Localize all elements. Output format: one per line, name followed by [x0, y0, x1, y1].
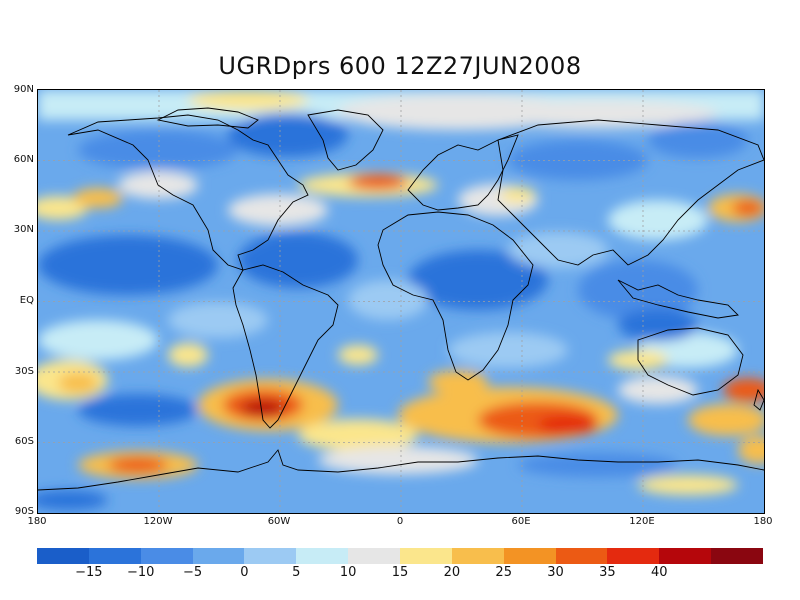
colorbar-swatch [451, 548, 505, 564]
asia-coast [497, 119, 764, 266]
lon-label-0: 0 [396, 516, 404, 527]
lon-label-120w: 120W [143, 516, 173, 527]
colorbar-swatch [659, 548, 712, 564]
colorbar-swatch [607, 548, 660, 564]
colorbar-tick-label: 15 [391, 565, 409, 580]
new-zealand-coast [753, 388, 764, 411]
colorbar-swatch [400, 548, 453, 564]
colorbar-tick-label: 20 [443, 565, 461, 580]
greenland-coast [307, 109, 384, 171]
colorbar-swatch [37, 548, 90, 564]
colorbar-swatch [503, 548, 557, 564]
colorbar-swatch [140, 548, 194, 564]
lon-label-180e: 180 [753, 516, 773, 527]
wind-map-frame [37, 89, 765, 514]
maritime-islands-coast [617, 279, 739, 319]
colorbar-tick-label: −10 [126, 565, 155, 580]
map-title: UGRDprs 600 12Z27JUN2008 [218, 52, 582, 80]
lat-label-30s: 30S [14, 366, 34, 377]
wind-field-map [38, 90, 764, 513]
australia-coast [637, 327, 744, 396]
lat-label-60s: 60S [14, 436, 34, 447]
colorbar-tick-label: 40 [651, 565, 668, 580]
antarctica-coast [38, 449, 764, 491]
colorbar-tick-label: −5 [182, 565, 203, 580]
lon-label-60w: 60W [267, 516, 291, 527]
europe-coast [407, 134, 519, 211]
colorbar-swatch [711, 548, 764, 564]
lon-label-60e: 60E [511, 516, 531, 527]
lat-label-90s: 90S [14, 506, 34, 517]
colorbar-tick-label: 35 [599, 565, 616, 580]
south-america-coast [232, 264, 339, 429]
arctic-islands-coast [156, 107, 259, 129]
lat-label-90n: 90N [13, 84, 34, 95]
colorbar-tick-label: 0 [240, 565, 249, 580]
colorbar-tick-label: 10 [339, 565, 357, 580]
colorbar-tick-label: 5 [292, 565, 301, 580]
colorbar-tick-label: 25 [495, 565, 512, 580]
colorbar-swatch [192, 548, 245, 564]
lat-label-30n: 30N [13, 224, 34, 235]
colorbar-swatch [296, 548, 349, 564]
graticule [38, 90, 764, 513]
colorbar-swatch [348, 548, 401, 564]
colorbar-swatch [244, 548, 297, 564]
colorbar-swatch [88, 548, 142, 564]
colorbar-tick-label: −15 [75, 565, 103, 580]
lat-label-60n: 60N [13, 154, 34, 165]
north-america-coast [67, 114, 309, 271]
colorbar-tick-label: 30 [547, 565, 564, 580]
colorbar [37, 548, 764, 564]
africa-coast [377, 211, 534, 381]
lon-label-120e: 120E [629, 516, 655, 527]
coastlines [38, 107, 764, 491]
colorbar-swatch [555, 548, 608, 564]
lat-label-eq: EQ [19, 295, 34, 306]
lon-label-180w: 180 [27, 516, 47, 527]
